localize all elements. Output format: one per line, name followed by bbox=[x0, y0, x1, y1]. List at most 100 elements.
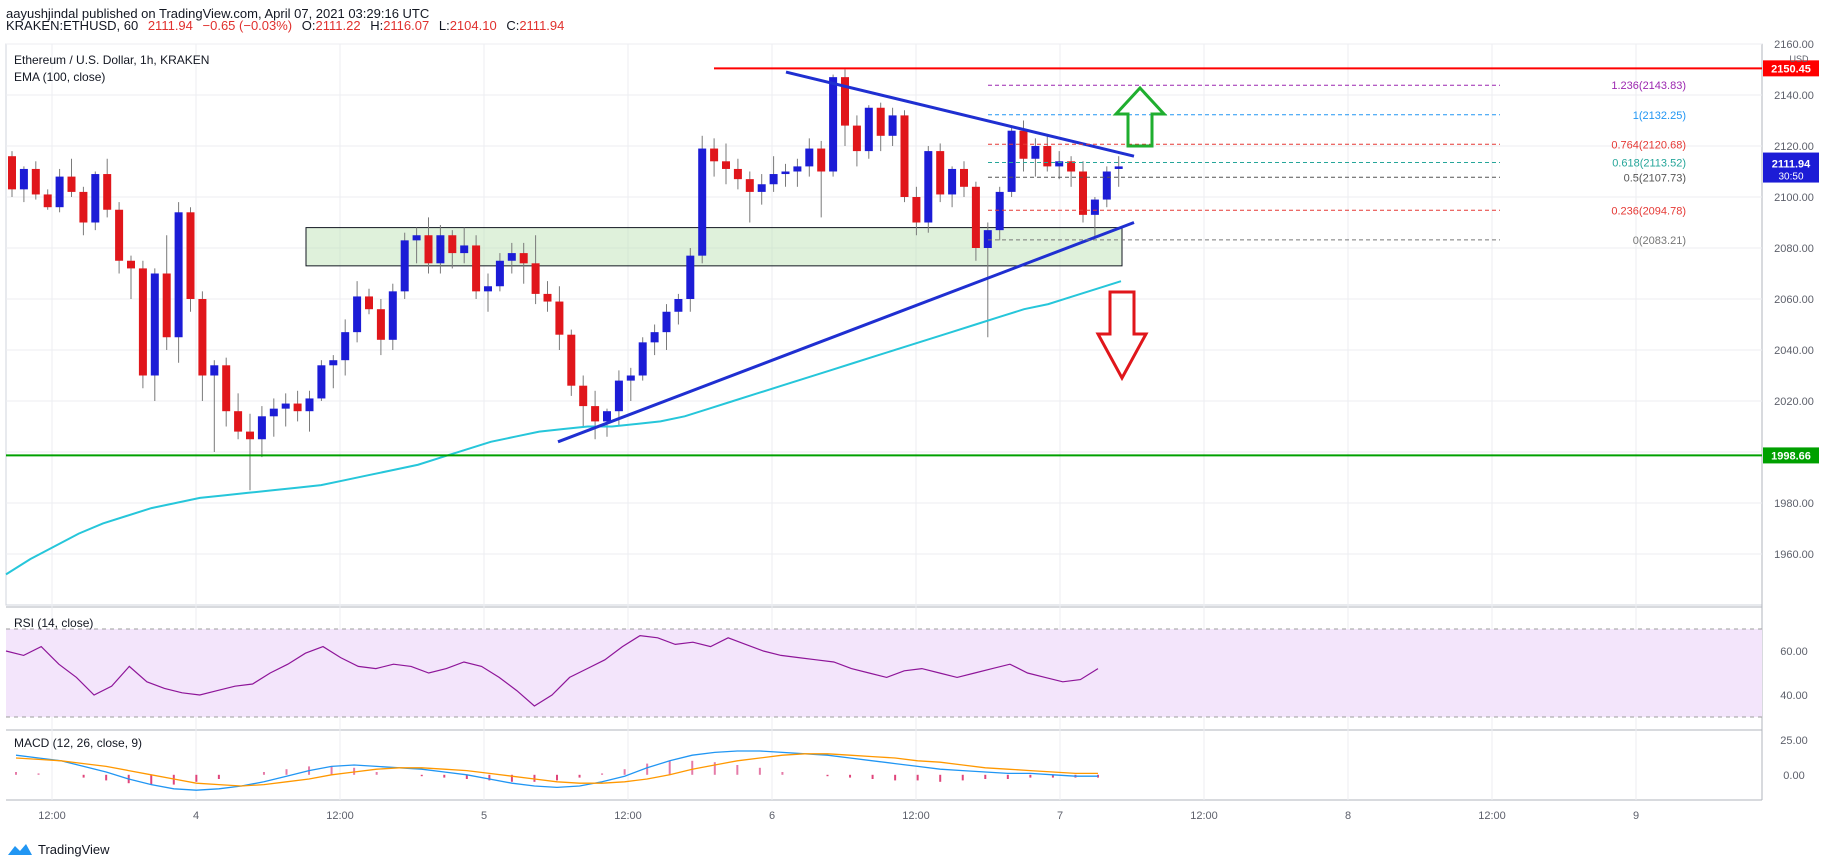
candle bbox=[722, 143, 730, 185]
candle bbox=[686, 248, 695, 312]
candle bbox=[793, 158, 802, 187]
candle bbox=[103, 158, 112, 218]
candle-body bbox=[91, 174, 100, 223]
candle bbox=[79, 186, 88, 236]
candle-body bbox=[1031, 146, 1040, 159]
candle-body bbox=[257, 416, 266, 440]
candle-body bbox=[733, 168, 742, 180]
candle-body bbox=[995, 191, 1004, 231]
candle bbox=[210, 360, 219, 452]
up-arrow-icon bbox=[1112, 85, 1168, 148]
candle-body bbox=[1102, 171, 1111, 200]
candle-body bbox=[1043, 146, 1052, 167]
candle bbox=[19, 166, 28, 203]
candle-body bbox=[710, 148, 719, 162]
macd-pane bbox=[15, 750, 1099, 791]
candle bbox=[948, 166, 957, 208]
candle bbox=[745, 171, 754, 223]
candle-body bbox=[281, 403, 290, 409]
rsi-pane bbox=[5, 628, 1762, 718]
candle bbox=[591, 390, 600, 440]
rsi-legend: RSI (14, close) bbox=[14, 616, 93, 630]
candle-body bbox=[817, 148, 826, 172]
candle bbox=[186, 207, 195, 312]
fib-level-label: 0(2083.21) bbox=[1633, 235, 1686, 247]
candle-body bbox=[1114, 166, 1123, 169]
candle bbox=[757, 174, 766, 205]
candle bbox=[162, 235, 171, 350]
candle-body bbox=[781, 171, 790, 175]
candle-body bbox=[79, 191, 88, 223]
x-tick-label: 12:00 bbox=[326, 810, 354, 822]
candle bbox=[650, 324, 659, 356]
footer-brand: TradingView bbox=[38, 841, 110, 857]
publisher-line: aayushjindal published on TradingView.co… bbox=[6, 6, 430, 21]
candle-body bbox=[983, 230, 992, 248]
candle bbox=[424, 217, 433, 274]
candle bbox=[1043, 135, 1052, 172]
candle-body bbox=[662, 311, 671, 333]
y-tick-label: 2080.00 bbox=[1774, 243, 1814, 255]
ema-line bbox=[5, 280, 1122, 576]
candle-body bbox=[43, 194, 52, 208]
candle-body bbox=[67, 176, 76, 192]
trendline-upper bbox=[785, 70, 1135, 158]
candle-body bbox=[460, 245, 469, 254]
current-price-label: 2111.94 bbox=[1772, 159, 1811, 171]
chart-area[interactable]: 1.236(2143.83) 1(2132.25) 0.764(2120.68) 0.… bbox=[0, 0, 1828, 835]
candle bbox=[388, 283, 397, 350]
candle-body bbox=[555, 301, 564, 335]
candle-body bbox=[424, 235, 433, 264]
candle-body bbox=[543, 293, 552, 302]
candle bbox=[317, 360, 326, 401]
candle-body bbox=[722, 161, 730, 169]
down-arrow-icon bbox=[1095, 290, 1149, 382]
rsi-line bbox=[5, 634, 1099, 707]
candle-body bbox=[293, 403, 302, 412]
last-price: 2111.94 bbox=[147, 18, 193, 33]
y-tick-label: 2160.00 bbox=[1774, 39, 1814, 51]
candle bbox=[864, 105, 873, 159]
x-tick-label: 12:00 bbox=[902, 810, 930, 822]
candle bbox=[912, 186, 921, 236]
macd-line bbox=[15, 750, 1098, 791]
candle bbox=[888, 107, 897, 146]
candle-body bbox=[127, 260, 135, 269]
candle bbox=[1090, 197, 1099, 238]
candle-body bbox=[495, 260, 504, 287]
candle-body bbox=[948, 168, 957, 195]
macd-tick-label: 25.00 bbox=[1780, 735, 1808, 747]
price-pane: 1.236(2143.83) 1(2132.25) 0.764(2120.68) 0.… bbox=[5, 67, 1762, 576]
candle bbox=[567, 329, 576, 396]
currency-label: USD bbox=[1789, 54, 1809, 64]
close-label: C: bbox=[506, 18, 520, 33]
candle bbox=[876, 102, 885, 152]
candle bbox=[769, 156, 778, 192]
candle-body bbox=[531, 263, 540, 294]
candle bbox=[781, 163, 790, 187]
candle-body bbox=[674, 299, 683, 312]
x-tick-label: 12:00 bbox=[1478, 810, 1506, 822]
signal-line bbox=[15, 753, 1098, 787]
candle-body bbox=[626, 375, 635, 381]
candle-body bbox=[31, 168, 40, 195]
candle bbox=[638, 337, 647, 381]
candle-body bbox=[103, 174, 112, 210]
high-label: H: bbox=[370, 18, 384, 33]
candle-body bbox=[269, 408, 278, 417]
candle-body bbox=[484, 286, 492, 292]
candle bbox=[1114, 156, 1123, 187]
support-price-badge bbox=[1763, 447, 1819, 464]
candle bbox=[1079, 161, 1087, 223]
candle-body bbox=[960, 168, 968, 187]
candle-body bbox=[591, 406, 600, 422]
candle bbox=[1055, 151, 1064, 180]
candle-body bbox=[222, 365, 231, 412]
candle-body bbox=[864, 107, 873, 152]
candle-body bbox=[805, 148, 814, 167]
y-tick-label: 1980.00 bbox=[1774, 498, 1814, 510]
candle bbox=[924, 146, 933, 233]
macd-tick-label: 0.00 bbox=[1783, 770, 1804, 782]
low-value: 2104.10 bbox=[449, 18, 497, 33]
candle-body bbox=[388, 291, 397, 340]
